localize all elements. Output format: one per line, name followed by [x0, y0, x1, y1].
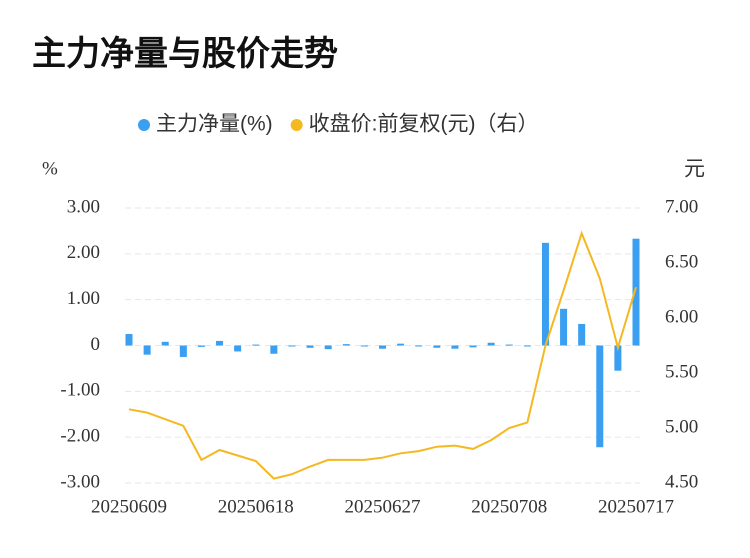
bar	[451, 345, 459, 349]
bar	[415, 345, 423, 347]
y2-axis-label: 元	[684, 158, 705, 181]
bar	[234, 345, 242, 352]
bar	[270, 345, 278, 354]
bar	[505, 344, 513, 346]
x-tick-label: 20250618	[218, 496, 294, 517]
y2-tick-label: 5.50	[665, 361, 698, 382]
bar	[179, 345, 187, 357]
price-line	[128, 230, 637, 480]
bar	[614, 345, 622, 371]
bar	[469, 345, 477, 348]
y-tick-label: -3.00	[60, 471, 100, 492]
y2-tick-label: 6.00	[665, 306, 698, 327]
legend-label: 主力净量(%)	[156, 113, 273, 136]
legend-label: 收盘价:前复权(元)（右）	[309, 113, 539, 136]
bar	[487, 342, 495, 346]
legend-swatch	[290, 119, 303, 131]
y-tick-label: 0	[91, 334, 101, 355]
bar	[324, 345, 332, 350]
y2-tick-label: 7.00	[665, 196, 698, 217]
y2-tick-label: 4.50	[665, 471, 698, 492]
x-tick-label: 20250717	[598, 496, 674, 517]
bar	[632, 238, 640, 346]
y-tick-label: 1.00	[67, 288, 100, 309]
y-tick-label: 3.00	[67, 196, 100, 217]
legend: 主力净量(%) 收盘价:前复权(元)（右）	[138, 113, 539, 136]
bar	[125, 334, 133, 346]
x-tick-label: 20250708	[471, 496, 547, 517]
legend-swatch	[138, 119, 150, 131]
y-tick-label: 2.00	[67, 242, 100, 263]
bar	[288, 345, 296, 347]
x-tick-label: 20250627	[345, 496, 421, 517]
bar	[143, 345, 151, 355]
y2-tick-label: 5.00	[665, 416, 698, 437]
bar	[560, 308, 568, 346]
bar	[523, 345, 531, 347]
bar	[578, 323, 586, 346]
bar	[342, 344, 350, 346]
y-tick-label: -1.00	[60, 380, 100, 401]
bar	[433, 345, 441, 348]
x-tick-label: 20250609	[91, 496, 167, 517]
y-tick-label: -2.00	[60, 426, 100, 447]
chart-title: 主力净量与股价走势	[32, 35, 338, 73]
bar	[216, 340, 224, 346]
bar	[161, 341, 169, 346]
bar	[379, 345, 386, 349]
bar	[596, 345, 604, 448]
bar	[397, 343, 405, 346]
bar	[541, 242, 549, 346]
bar	[306, 345, 314, 348]
y-axis-label: %	[42, 158, 58, 179]
y2-tick-label: 6.50	[665, 251, 698, 272]
bar	[252, 344, 260, 346]
bar	[360, 345, 368, 347]
bar	[197, 345, 205, 347]
